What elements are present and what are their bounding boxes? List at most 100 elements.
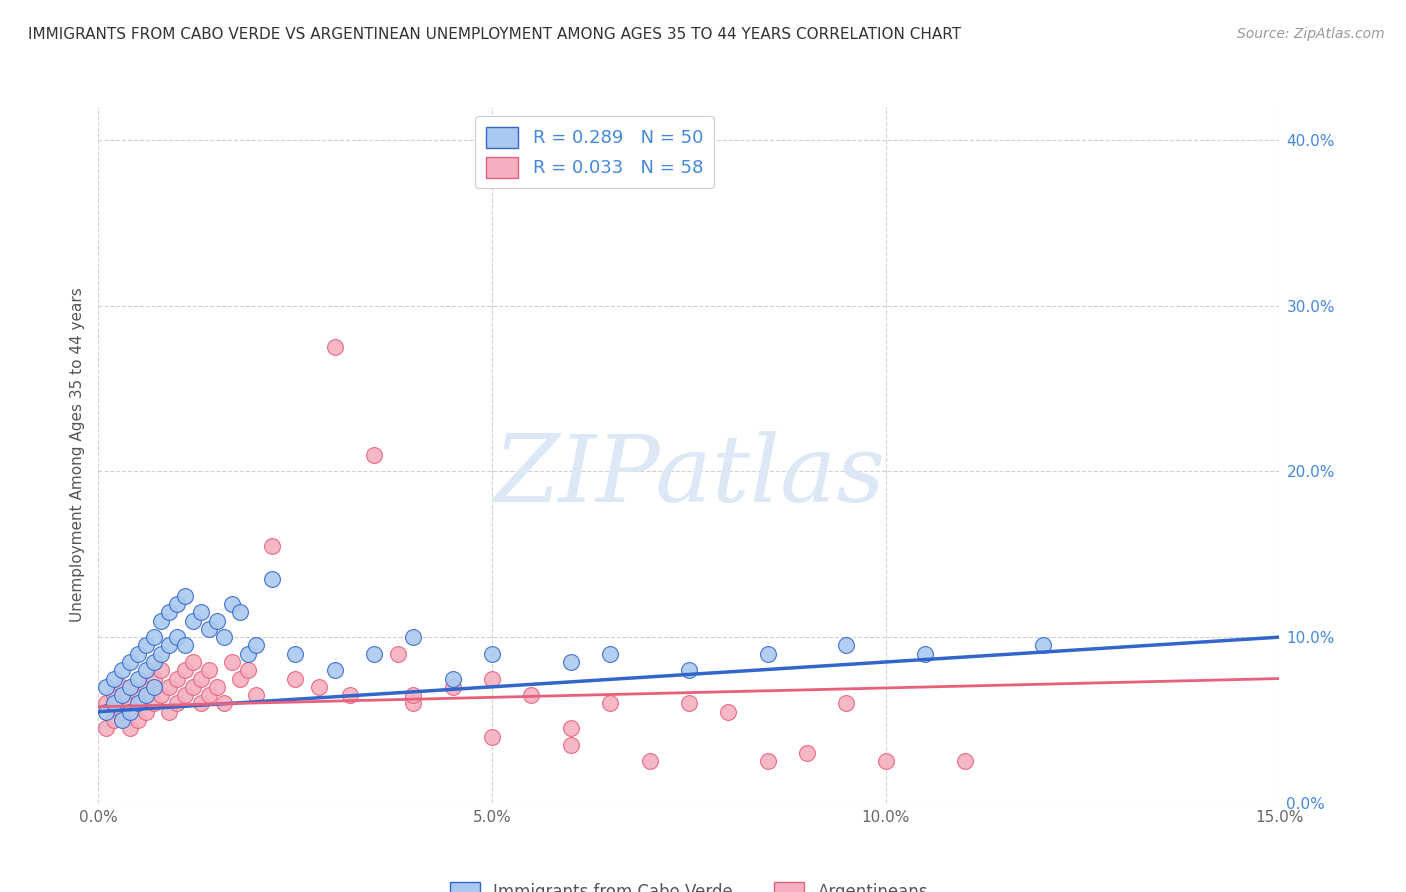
Point: [127, 697, 149, 711]
Point: [118, 705, 141, 719]
Point: [875, 755, 897, 769]
Point: [638, 755, 661, 769]
Point: [174, 589, 197, 603]
Point: [118, 697, 141, 711]
Point: [127, 713, 149, 727]
Point: [481, 672, 503, 686]
Point: [103, 697, 125, 711]
Point: [103, 672, 125, 686]
Point: [150, 614, 173, 628]
Point: [118, 655, 141, 669]
Point: [560, 655, 582, 669]
Point: [363, 647, 385, 661]
Point: [197, 622, 219, 636]
Point: [599, 697, 621, 711]
Point: [339, 688, 361, 702]
Point: [520, 688, 543, 702]
Point: [103, 688, 125, 702]
Point: [221, 655, 243, 669]
Point: [441, 672, 464, 686]
Point: [260, 572, 283, 586]
Point: [135, 639, 157, 653]
Point: [363, 448, 385, 462]
Point: [796, 746, 818, 760]
Point: [481, 647, 503, 661]
Point: [245, 688, 267, 702]
Point: [118, 721, 141, 735]
Point: [835, 639, 858, 653]
Point: [166, 630, 188, 644]
Point: [190, 697, 212, 711]
Point: [111, 713, 134, 727]
Point: [96, 697, 118, 711]
Point: [560, 721, 582, 735]
Point: [181, 680, 204, 694]
Point: [135, 688, 157, 702]
Point: [835, 697, 858, 711]
Point: [174, 663, 197, 677]
Point: [914, 647, 936, 661]
Point: [142, 697, 165, 711]
Point: [96, 705, 118, 719]
Point: [481, 730, 503, 744]
Point: [118, 680, 141, 694]
Point: [127, 672, 149, 686]
Point: [756, 755, 779, 769]
Point: [142, 655, 165, 669]
Point: [111, 680, 134, 694]
Point: [135, 680, 157, 694]
Point: [236, 663, 259, 677]
Point: [150, 647, 173, 661]
Point: [190, 672, 212, 686]
Point: [166, 672, 188, 686]
Point: [157, 705, 180, 719]
Text: IMMIGRANTS FROM CABO VERDE VS ARGENTINEAN UNEMPLOYMENT AMONG AGES 35 TO 44 YEARS: IMMIGRANTS FROM CABO VERDE VS ARGENTINEA…: [28, 27, 962, 42]
Point: [245, 639, 267, 653]
Point: [387, 647, 409, 661]
Point: [181, 614, 204, 628]
Point: [190, 605, 212, 619]
Point: [127, 647, 149, 661]
Point: [135, 705, 157, 719]
Point: [127, 688, 149, 702]
Point: [142, 672, 165, 686]
Point: [953, 755, 976, 769]
Legend: Immigrants from Cabo Verde, Argentineans: Immigrants from Cabo Verde, Argentineans: [441, 874, 936, 892]
Point: [111, 663, 134, 677]
Point: [205, 614, 228, 628]
Point: [236, 647, 259, 661]
Point: [181, 655, 204, 669]
Point: [197, 688, 219, 702]
Point: [402, 688, 425, 702]
Point: [205, 680, 228, 694]
Point: [260, 539, 283, 553]
Point: [111, 688, 134, 702]
Point: [157, 680, 180, 694]
Point: [402, 630, 425, 644]
Point: [166, 697, 188, 711]
Point: [599, 647, 621, 661]
Point: [150, 688, 173, 702]
Point: [284, 672, 307, 686]
Point: [308, 680, 330, 694]
Point: [214, 697, 236, 711]
Point: [1032, 639, 1054, 653]
Point: [135, 663, 157, 677]
Point: [441, 680, 464, 694]
Point: [157, 639, 180, 653]
Point: [142, 680, 165, 694]
Point: [229, 672, 252, 686]
Point: [560, 738, 582, 752]
Y-axis label: Unemployment Among Ages 35 to 44 years: Unemployment Among Ages 35 to 44 years: [70, 287, 86, 623]
Point: [157, 605, 180, 619]
Point: [96, 680, 118, 694]
Point: [142, 630, 165, 644]
Point: [214, 630, 236, 644]
Text: ZIPatlas: ZIPatlas: [494, 431, 884, 521]
Point: [323, 340, 346, 354]
Point: [96, 721, 118, 735]
Point: [323, 663, 346, 677]
Point: [678, 697, 700, 711]
Point: [166, 597, 188, 611]
Point: [150, 663, 173, 677]
